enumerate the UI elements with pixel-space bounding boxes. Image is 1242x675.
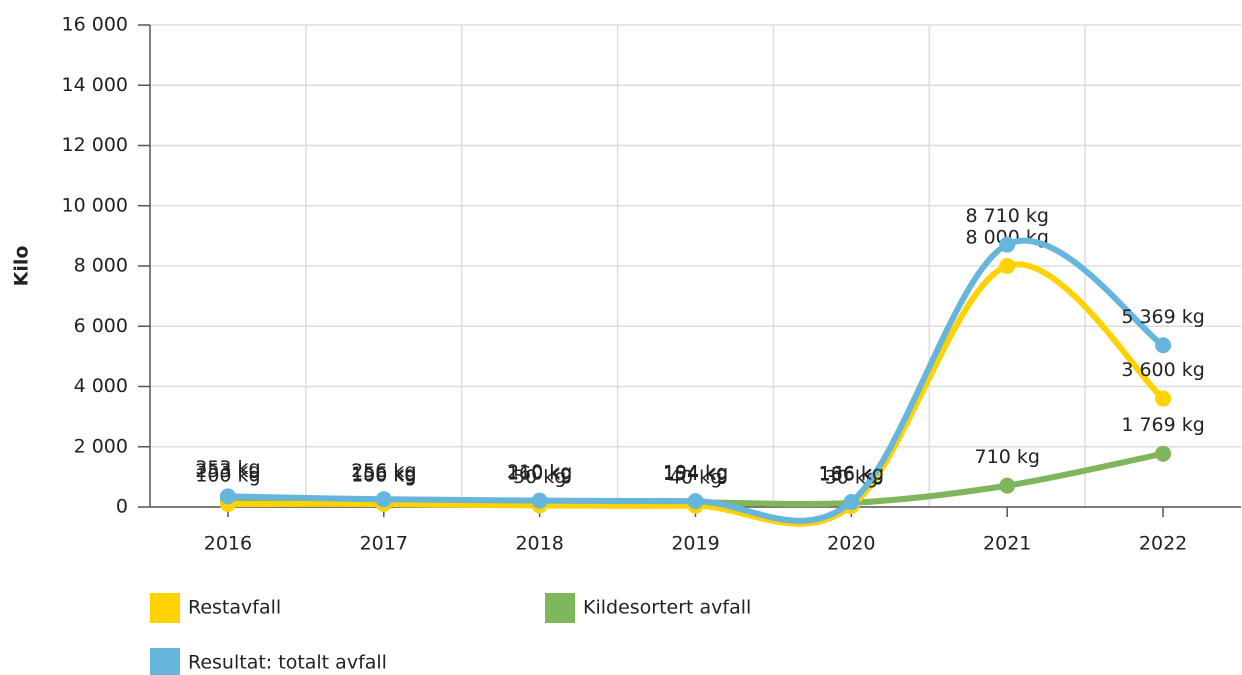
data-label: 256 kg [351, 460, 416, 482]
data-label: 1 769 kg [1121, 414, 1205, 436]
data-label: 166 kg [819, 462, 884, 484]
legend-swatch [150, 593, 180, 623]
y-tick-label: 2 000 [74, 435, 128, 457]
data-label: 253 kg [195, 460, 260, 482]
data-label: 194 kg [663, 462, 728, 484]
y-tick-label: 0 [116, 496, 128, 518]
y-tick-label: 6 000 [74, 315, 128, 337]
x-tick-label: 2017 [360, 533, 408, 555]
legend-swatch [150, 648, 180, 675]
y-tick-label: 8 000 [74, 255, 128, 277]
y-tick-label: 12 000 [62, 134, 128, 156]
legend-label: Restavfall [188, 597, 281, 619]
legend-label: Kildesortert avfall [583, 597, 751, 619]
data-point [999, 236, 1016, 253]
data-label: 40 kg [669, 466, 722, 488]
data-point [531, 492, 548, 509]
data-label: 3 600 kg [1121, 359, 1205, 381]
data-point [1155, 337, 1172, 354]
data-point [1155, 390, 1172, 407]
x-tick-label: 2018 [515, 533, 563, 555]
data-point [843, 493, 860, 510]
data-point [375, 491, 392, 508]
y-tick-label: 14 000 [62, 74, 128, 96]
y-tick-label: 10 000 [62, 194, 128, 216]
data-label: 8 710 kg [965, 205, 1049, 227]
data-label: 50 kg [513, 466, 566, 488]
data-label: 710 kg [975, 446, 1040, 468]
x-tick-label: 2019 [671, 533, 719, 555]
x-tick-label: 2016 [204, 533, 252, 555]
y-tick-label: 16 000 [62, 14, 128, 36]
data-label: 353 kg [195, 457, 260, 479]
y-tick-label: 4 000 [74, 375, 128, 397]
data-label: 156 kg [351, 463, 416, 485]
data-label: 5 369 kg [1121, 306, 1205, 328]
data-point [999, 477, 1016, 494]
legend-swatch [545, 593, 575, 623]
data-label: 100 kg [195, 464, 260, 486]
legend-label: Resultat: totalt avfall [188, 652, 387, 674]
data-point [1155, 445, 1172, 462]
x-tick-label: 2021 [983, 533, 1031, 555]
data-label: 160 kg [507, 463, 572, 485]
x-tick-label: 2020 [827, 533, 875, 555]
data-point [219, 488, 236, 505]
x-tick-label: 2022 [1139, 533, 1187, 555]
data-label: 154 kg [663, 463, 728, 485]
data-label: 100 kg [351, 464, 416, 486]
data-point [999, 258, 1016, 274]
data-point [687, 493, 704, 510]
data-label: 210 kg [507, 461, 572, 483]
y-axis-label: Kilo [11, 246, 33, 287]
